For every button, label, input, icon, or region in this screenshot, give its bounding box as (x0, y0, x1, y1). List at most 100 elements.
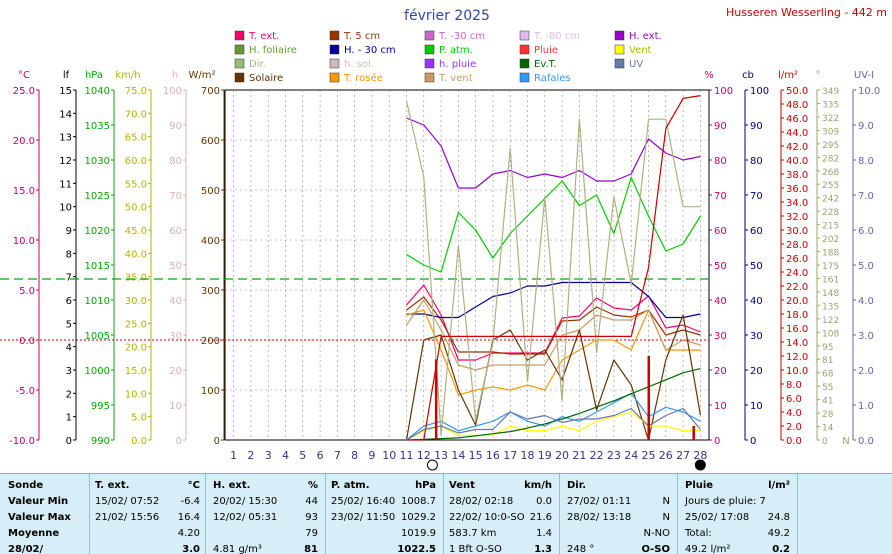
legend-swatch (234, 44, 245, 55)
axis-tick-label-h: 80 (169, 156, 182, 167)
legend-swatch (519, 58, 530, 69)
axis-tick-label-deg: 349 (822, 87, 839, 97)
axis-tick-label-h: 100 (163, 86, 182, 97)
legend-label: Ev.T. (534, 59, 557, 70)
axis-tick-label-pct: 20 (714, 366, 727, 377)
header-text: T. ext. (95, 480, 130, 491)
axis-tick-label-deg: 215 (822, 222, 839, 232)
series-line-rafales (406, 392, 701, 441)
series-line-h-ext- (406, 117, 701, 189)
row-label: Valeur Max (8, 512, 71, 523)
text-value: 3.0 (182, 544, 200, 554)
series-line-pluie-cumul (406, 95, 701, 441)
chart-plot-area (405, 95, 701, 441)
axis-tick-label-lf: 0 (66, 436, 72, 447)
legend-swatch (424, 44, 435, 55)
header-pluie: Pluie (685, 480, 714, 491)
dir-date: 27/02/ 01:11 (567, 496, 632, 507)
hext-date: 4.81 g/m³ (213, 544, 262, 554)
legend-label: P. atm. (439, 45, 473, 56)
axis-tick-label-deg: 175 (822, 262, 839, 272)
axis-tick-label-temp: 15.0 (13, 186, 35, 197)
axis-tick-label-h: 30 (169, 331, 182, 342)
axis-tick-label-deg: 242 (822, 195, 839, 205)
legend-swatch (614, 44, 625, 55)
axis-tick-label-h: 60 (169, 226, 182, 237)
axis-tick-label-wm2: 500 (201, 186, 220, 197)
axis-tick-label-cb: 40 (750, 296, 763, 307)
station-name: Husseren Wesserling - 442 m (726, 6, 887, 19)
header-text-unit: °C (187, 480, 200, 491)
x-tick-label: 17 (503, 449, 517, 462)
axis-tick-label-deg: 122 (822, 316, 839, 326)
hext-value: 44 (305, 496, 318, 507)
axis-tick-label-uv: 1.0 (858, 401, 874, 412)
axis-tick-label-deg: 81 (822, 356, 833, 366)
x-tick-label: 16 (486, 449, 500, 462)
axis-tick-label-lm2: 26.0 (786, 254, 808, 265)
series-line-vent (406, 411, 701, 441)
axis-tick-label-pct: 80 (714, 156, 727, 167)
legend-label: Pluie (534, 45, 558, 56)
axis-tick-label-kmh: 55.0 (125, 179, 147, 190)
axis-tick-label-kmh: 20.0 (125, 343, 147, 354)
axis-tick-label-lf: 8 (66, 249, 72, 260)
series-line-t-ext- (406, 284, 701, 361)
header-hext-unit: % (307, 480, 318, 491)
axis-tick-label-lm2: 38.0 (786, 170, 808, 181)
axis-title-temp: °C (18, 70, 30, 81)
axis-tick-label-uv: 8.0 (858, 156, 874, 167)
axis-tick-label-deg: 228 (822, 208, 839, 218)
legend-swatch (519, 72, 530, 83)
legend-swatch (329, 44, 340, 55)
axis-tick-label-cb: 60 (750, 226, 763, 237)
axis-tick-label-h: 40 (169, 296, 182, 307)
axis-tick-label-h: 0 (176, 436, 182, 447)
plot-frame (224, 89, 710, 441)
axis-tick-label-kmh: 0.0 (131, 436, 147, 447)
axis-tick-label-deg: 28 (822, 410, 834, 420)
legend-label: T. rosée (343, 72, 383, 84)
axis-tick-label-lm2: 14.0 (786, 338, 808, 349)
axis-tick-label-lm2: 30.0 (786, 226, 808, 237)
axis-tick-label-hpa: 1020 (85, 226, 110, 237)
axis-tick-label-lm2: 46.0 (786, 114, 808, 125)
table-row: Valeur Max 21/02/ 15:56 16.4 12/02/ 05:3… (0, 510, 892, 526)
dir-value: N-NO (643, 528, 670, 539)
moon-new-icon (694, 459, 706, 471)
axis-tick-label-lf: 12 (59, 156, 72, 167)
axis-title-h: h (172, 70, 178, 81)
axis-title-lm2: l/m² (778, 70, 798, 81)
x-tick-label: 1 (230, 449, 237, 462)
axis-tick-label-deg: 41 (822, 397, 833, 407)
vent-value: 0.0 (536, 496, 552, 507)
vent-value: 1.3 (534, 544, 552, 554)
x-tick-label: 26 (659, 449, 673, 462)
vent-date: 583.7 km (449, 528, 497, 539)
legend-swatch (614, 30, 625, 41)
axis-title-lf: lf (63, 70, 70, 81)
axis-tick-label-hpa: 990 (91, 436, 110, 447)
axis-tick-label-lm2: 44.0 (786, 128, 808, 139)
axis-tick-label-deg: 108 (822, 329, 839, 339)
axis-tick-label-lm2: 28.0 (786, 240, 808, 251)
axis-tick-label-pct: 100 (714, 86, 733, 97)
moon-first-quarter-icon (426, 459, 438, 471)
axis-tick-label-cb: 80 (750, 156, 763, 167)
dir-date: 248 ° (567, 544, 595, 554)
axis-tick-label-uv: 7.0 (858, 191, 874, 202)
x-tick-label: 22 (590, 449, 604, 462)
axis-tick-label-deg: 95 (822, 343, 833, 353)
axis-tick-label-deg: 14 (822, 424, 834, 434)
axis-tick-label-hpa: 1015 (85, 261, 110, 272)
row-label: Valeur Min (8, 496, 69, 507)
axis-tick-label-deg: 148 (822, 289, 839, 299)
header-dir: Dir. (567, 480, 587, 491)
axis-tick-label-wm2: 200 (201, 336, 220, 347)
x-tick-label: 23 (607, 449, 621, 462)
axis-tick-label-kmh: 25.0 (125, 319, 147, 330)
axis-tick-label-deg: 295 (822, 141, 839, 151)
table-header-row: Sonde T. ext. °C H. ext. % P. atm. hPa V… (0, 478, 892, 494)
axis-tick-label-hpa: 1010 (85, 296, 110, 307)
axis-title-uv: UV-I (854, 70, 874, 81)
